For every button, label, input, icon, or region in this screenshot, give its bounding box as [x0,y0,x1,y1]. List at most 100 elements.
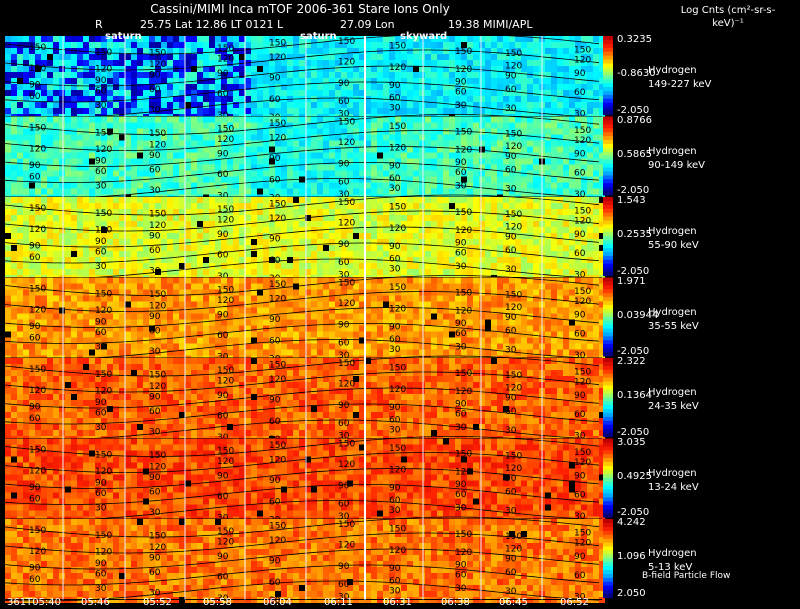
heatmap-cell [191,60,197,66]
heatmap-cell [593,66,599,72]
heatmap-cell [71,146,77,153]
heatmap-cell [449,84,455,90]
heatmap-cell [341,84,347,90]
heatmap-cell [395,84,401,90]
heatmap-cell [377,158,383,165]
heatmap-cell [83,289,89,296]
heatmap-cell [23,289,29,296]
heatmap-cell [305,203,311,209]
heatmap-cell [245,215,251,221]
heatmap-cell [545,251,551,257]
heatmap-cell [569,48,575,54]
heatmap-cell [149,283,155,290]
heatmap-cell [389,60,395,66]
heatmap-cell [131,122,137,129]
heatmap-cell [167,72,173,78]
heatmap-cell [509,233,515,239]
heatmap-cell [65,116,71,123]
heatmap-cell [41,245,47,251]
heatmap-cell [323,116,329,123]
heatmap-cell [551,263,557,269]
heatmap-cell [281,146,287,153]
heatmap-cell [335,164,341,171]
heatmap-cell [149,233,155,239]
heatmap-cell [347,90,353,96]
contour-label: 60 [95,86,107,96]
heatmap-gap-cell [257,66,263,72]
heatmap-cell [167,301,173,308]
heatmap-cell [125,209,131,215]
heatmap-cell [533,122,539,129]
heatmap-cell [275,215,281,221]
heatmap-cell [239,84,245,90]
heatmap-cell [197,197,203,203]
contour-label: 150 [505,129,522,139]
heatmap-cell [461,140,467,147]
heatmap-cell [365,60,371,66]
heatmap-cell [419,122,425,129]
heatmap-cell [305,66,311,72]
heatmap-cell [179,188,185,195]
heatmap-cell [569,140,575,147]
heatmap-cell [395,72,401,78]
heatmap-cell [245,54,251,60]
heatmap-cell [263,152,269,159]
heatmap-cell [83,295,89,302]
heatmap-cell [347,108,353,114]
heatmap-cell [413,42,419,48]
colorbar-step [603,167,613,172]
heatmap-cell [203,239,209,245]
heatmap-cell [203,221,209,227]
heatmap-cell [401,233,407,239]
heatmap-cell [191,182,197,189]
heatmap-cell [527,116,533,123]
heatmap-cell [359,233,365,239]
colorbar-step [603,263,613,269]
heatmap-cell [575,215,581,221]
heatmap-cell [203,277,209,284]
heatmap-cell [263,78,269,84]
heatmap-cell [269,283,275,290]
heatmap-cell [23,122,29,129]
heatmap-cell [257,84,263,90]
heatmap-cell [407,42,413,48]
heatmap-cell [41,66,47,72]
heatmap-cell [575,54,581,60]
heatmap-cell [413,134,419,141]
heatmap-cell [131,277,137,284]
heatmap-cell [467,170,473,177]
heatmap-cell [65,146,71,153]
heatmap-cell [377,197,383,203]
heatmap-cell [275,245,281,251]
heatmap-cell [455,164,461,171]
heatmap-cell [503,78,509,84]
heatmap-cell [191,277,197,284]
heatmap-cell [251,146,257,153]
heatmap-cell [95,152,101,159]
heatmap-cell [515,84,521,90]
heatmap-cell [413,102,419,108]
contour-label: 150 [149,48,166,58]
heatmap-cell [299,102,305,108]
heatmap-cell [347,295,353,302]
heatmap-cell [71,60,77,66]
heatmap-cell [491,221,497,227]
heatmap-cell [347,289,353,296]
pitch-angle-contour [4,194,600,216]
heatmap-cell [5,42,11,48]
heatmap-cell [401,90,407,96]
heatmap-cell [371,182,377,189]
heatmap-cell [575,84,581,90]
heatmap-cell [527,301,533,308]
heatmap-cell [587,197,593,203]
heatmap-cell [215,72,221,78]
heatmap-cell [455,203,461,209]
heatmap-cell [485,90,491,96]
heatmap-cell [557,54,563,60]
heatmap-cell [365,182,371,189]
heatmap-cell [101,146,107,153]
heatmap-cell [131,176,137,183]
heatmap-cell [389,269,395,275]
heatmap-cell [65,215,71,221]
heatmap-cell [101,54,107,60]
